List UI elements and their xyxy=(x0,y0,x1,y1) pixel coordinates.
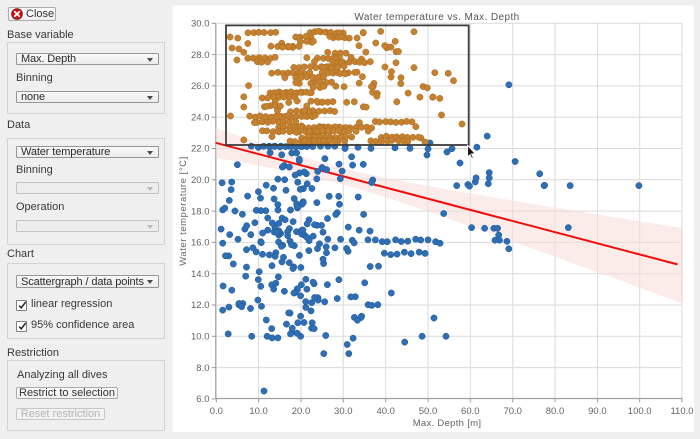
svg-text:60.0: 60.0 xyxy=(461,406,480,417)
svg-text:30.0: 30.0 xyxy=(334,406,353,417)
svg-text:Water temperature [°C]: Water temperature [°C] xyxy=(178,156,189,266)
svg-text:10.0: 10.0 xyxy=(191,332,210,343)
svg-text:22.0: 22.0 xyxy=(191,144,210,155)
svg-text:80.0: 80.0 xyxy=(546,406,565,417)
svg-text:70.0: 70.0 xyxy=(503,406,522,417)
svg-text:10.0: 10.0 xyxy=(249,406,268,417)
svg-text:100.0: 100.0 xyxy=(628,406,652,417)
svg-text:20.0: 20.0 xyxy=(292,406,311,417)
svg-text:6.0: 6.0 xyxy=(196,394,209,405)
svg-text:50.0: 50.0 xyxy=(419,406,438,417)
svg-text:18.0: 18.0 xyxy=(191,206,210,217)
svg-text:110.0: 110.0 xyxy=(670,406,693,417)
svg-text:0.0: 0.0 xyxy=(210,406,223,417)
svg-text:90.0: 90.0 xyxy=(588,406,607,417)
svg-text:24.0: 24.0 xyxy=(191,112,210,123)
svg-text:8.0: 8.0 xyxy=(196,363,209,374)
svg-text:20.0: 20.0 xyxy=(191,175,210,186)
svg-text:30.0: 30.0 xyxy=(191,19,210,30)
svg-text:16.0: 16.0 xyxy=(191,238,210,249)
svg-text:Max. Depth [m]: Max. Depth [m] xyxy=(413,418,482,429)
svg-text:40.0: 40.0 xyxy=(376,406,395,417)
svg-text:28.0: 28.0 xyxy=(191,50,210,61)
svg-text:14.0: 14.0 xyxy=(191,269,210,280)
svg-text:Water temperature vs. Max. Dep: Water temperature vs. Max. Depth xyxy=(354,12,519,23)
svg-text:12.0: 12.0 xyxy=(191,300,210,311)
svg-text:26.0: 26.0 xyxy=(191,81,210,92)
